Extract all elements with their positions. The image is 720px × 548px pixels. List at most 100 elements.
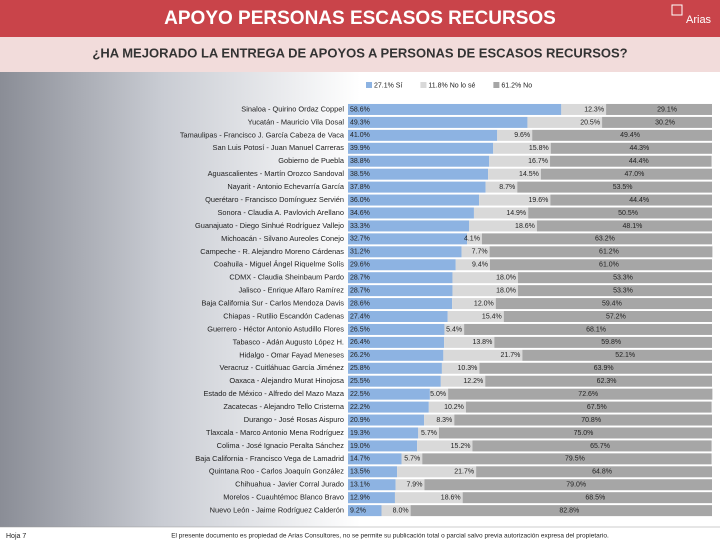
category-label: Baja California Sur - Carlos Mendoza Dav… — [201, 299, 344, 308]
bar-segment — [348, 103, 562, 115]
value-label: 5.4% — [446, 326, 462, 333]
bar-segment — [485, 181, 518, 193]
bar-segment — [489, 155, 551, 167]
bar-segment — [410, 505, 712, 517]
bar-segment — [441, 362, 480, 374]
value-label: 21.7% — [454, 469, 474, 476]
value-label: 18.6% — [441, 495, 461, 502]
bar-segment — [418, 427, 439, 439]
bar-segment — [348, 375, 441, 387]
bar-segment — [540, 168, 712, 180]
header-bar — [0, 0, 720, 37]
category-label: Yucatán - Mauricio Vila Dosal — [248, 117, 345, 126]
bar-segment — [476, 466, 712, 478]
value-label: 57.2% — [606, 313, 626, 320]
bar-segment — [348, 479, 396, 491]
value-label: 28.7% — [350, 275, 370, 282]
value-label: 53.3% — [613, 275, 633, 282]
category-label: Tabasco - Adán Augusto López H. — [233, 337, 344, 346]
value-label: 19.3% — [350, 430, 370, 437]
bar-segment — [348, 220, 470, 232]
value-label: 4.1% — [464, 236, 480, 243]
value-label: 37.8% — [350, 184, 370, 191]
category-label: Veracruz - Cuitláhuac García Jiménez — [220, 363, 345, 372]
category-label: Zacatecas - Alejandro Tello Cristerna — [223, 402, 345, 411]
value-label: 70.8% — [581, 417, 601, 424]
bar-segment — [517, 272, 712, 284]
category-label: Baja California - Francisco Vega de Lama… — [195, 454, 344, 463]
value-label: 13.8% — [472, 339, 492, 346]
bar-segment — [550, 142, 712, 154]
value-label: 22.2% — [350, 404, 370, 411]
bar-segment — [348, 505, 382, 517]
value-label: 67.5% — [587, 404, 607, 411]
category-label: Michoacán - Silvano Aureoles Conejo — [221, 234, 344, 243]
bar-segment — [469, 220, 537, 232]
value-label: 18.6% — [515, 223, 535, 230]
bar-segment — [561, 103, 607, 115]
category-label: San Luis Potosí - Juan Manuel Carreras — [213, 143, 345, 152]
value-label: 68.1% — [586, 326, 606, 333]
value-label: 58.6% — [350, 106, 370, 113]
value-label: 25.5% — [350, 378, 370, 385]
legend-label: 61.2% No — [501, 82, 532, 89]
bar-segment — [348, 401, 429, 413]
value-label: 15.8% — [529, 145, 549, 152]
legend-swatch — [420, 82, 427, 88]
bar-segment — [348, 129, 498, 141]
category-label: Gobierno de Puebla — [278, 156, 345, 165]
value-label: 32.7% — [350, 236, 370, 243]
value-label: 79.0% — [566, 482, 586, 489]
value-label: 15.4% — [482, 313, 502, 320]
bar-segment — [467, 233, 482, 245]
value-label: 8.7% — [499, 184, 515, 191]
value-label: 5.7% — [421, 430, 437, 437]
bar-segment — [488, 168, 541, 180]
bar-segment — [472, 440, 712, 452]
bar-segment — [395, 479, 425, 491]
bar-segment — [348, 194, 480, 206]
value-label: 12.0% — [474, 300, 494, 307]
category-label: Tlaxcala - Marco Antonio Mena Rodríguez — [206, 428, 344, 437]
legend-swatch — [493, 82, 500, 88]
value-label: 5.7% — [404, 456, 420, 463]
bar-segment — [465, 401, 712, 413]
bar-segment — [602, 116, 712, 128]
value-label: 34.6% — [350, 210, 370, 217]
value-label: 10.2% — [444, 404, 464, 411]
bar-segment — [440, 375, 486, 387]
category-label: Nayarit - Antonio Echevarría García — [227, 182, 345, 191]
bar-segment — [503, 311, 712, 323]
legend-label: 27.1% Sí — [374, 82, 402, 89]
bar-segment — [348, 349, 444, 361]
category-label: Guanajuato - Diego Sinhué Rodríguez Vall… — [195, 221, 344, 230]
bar-segment — [348, 323, 445, 335]
value-label: 13.5% — [350, 469, 370, 476]
value-label: 38.8% — [350, 158, 370, 165]
bar-segment — [348, 207, 474, 219]
bar-segment — [462, 492, 712, 504]
value-label: 68.5% — [585, 495, 605, 502]
bar-segment — [348, 272, 453, 284]
value-label: 33.3% — [350, 223, 370, 230]
bar-segment — [489, 246, 713, 258]
value-label: 82.8% — [559, 507, 579, 514]
value-label: 8.0% — [393, 507, 409, 514]
value-label: 26.5% — [350, 326, 370, 333]
bar-segment — [422, 453, 712, 465]
value-label: 21.7% — [500, 352, 520, 359]
footer-page: Hoja 7 — [6, 533, 26, 540]
bar-segment — [424, 414, 455, 426]
bar-segment — [527, 116, 603, 128]
value-label: 18.0% — [496, 275, 516, 282]
category-label: CDMX - Claudia Sheinbaum Pardo — [229, 273, 344, 282]
value-label: 62.3% — [597, 378, 617, 385]
value-label: 25.8% — [350, 365, 370, 372]
bar-segment — [348, 181, 486, 193]
chart-title: ¿HA MEJORADO LA ENTREGA DE APOYOS A PERS… — [92, 45, 627, 60]
bar-segment — [348, 440, 418, 452]
value-label: 20.9% — [350, 417, 370, 424]
value-label: 14.5% — [519, 171, 539, 178]
bar-segment — [528, 207, 712, 219]
